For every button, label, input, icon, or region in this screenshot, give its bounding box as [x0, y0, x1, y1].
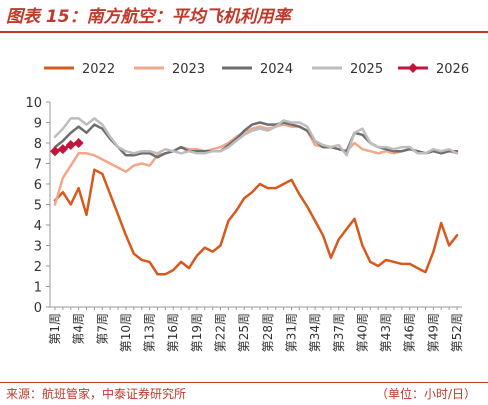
series-line-2025 — [53, 117, 459, 157]
x-tick-label: 第7周 — [95, 313, 109, 345]
legend-label-2024: 2024 — [260, 62, 293, 77]
x-tick-label: 第19周 — [190, 313, 204, 352]
series-marker-2026 — [57, 144, 68, 155]
title-divider — [0, 31, 488, 33]
y-tick-label: 4 — [34, 219, 42, 234]
legend-marker-2026 — [408, 63, 418, 73]
y-tick-label: 0 — [34, 301, 42, 316]
series-line-2024 — [53, 121, 459, 159]
footer-divider — [0, 382, 488, 383]
x-tick-label: 第43周 — [379, 313, 393, 352]
unit-note: （单位：小时/日） — [375, 387, 476, 401]
legend-label-2026: 2026 — [436, 62, 469, 77]
y-tick-label: 9 — [34, 117, 42, 132]
y-tick-label: 7 — [34, 158, 42, 173]
legend-label-2023: 2023 — [172, 62, 205, 77]
x-tick-label: 第49周 — [426, 313, 440, 352]
y-tick-label: 10 — [25, 96, 42, 111]
source-note: 来源：航班管家，中泰证券研究所 — [6, 387, 187, 401]
y-tick-label: 8 — [34, 137, 42, 152]
x-tick-label: 第37周 — [332, 313, 346, 352]
x-tick-label: 第52周 — [450, 313, 464, 352]
x-tick-label: 第46周 — [403, 313, 417, 352]
y-tick-label: 5 — [34, 199, 42, 214]
y-tick-label: 2 — [34, 260, 42, 275]
x-tick-label: 第31周 — [284, 313, 298, 352]
series-marker-2026 — [50, 146, 60, 157]
x-tick-label: 第4周 — [72, 313, 86, 345]
legend-label-2022: 2022 — [82, 62, 115, 77]
y-tick-label: 1 — [34, 281, 42, 296]
series-marker-2026 — [73, 138, 84, 148]
chart-axes: 0 1 2 3 4 5 6 7 8 9 10 第1周 第4周 第7周 第10周 第13周 第16周 第19周 第22… — [25, 96, 464, 352]
y-tick-label: 3 — [34, 240, 42, 255]
x-tick-label: 第22周 — [214, 313, 228, 352]
legend-label-2025: 2025 — [350, 62, 383, 77]
legend: 2022 2023 2024 2025 2026 — [44, 62, 469, 77]
series-line-2023 — [53, 123, 459, 206]
x-tick-label: 第25周 — [237, 313, 251, 352]
x-tick-label: 第10周 — [119, 313, 133, 352]
series-marker-2026 — [65, 140, 76, 151]
x-tick-label: 第28周 — [261, 313, 275, 352]
line-chart: 2022 2023 2024 2025 2026 012345678910第1周 第4周第… — [25, 62, 469, 352]
x-tick-label: 第16周 — [166, 313, 180, 352]
chart-series — [50, 117, 459, 276]
series-line-2022 — [53, 168, 459, 276]
x-tick-label: 第40周 — [355, 313, 369, 352]
x-tick-label: 第13周 — [143, 313, 157, 352]
x-tick-label: 第1周 — [48, 313, 62, 345]
chart-title: 图表 15：南方航空：平均飞机利用率 — [6, 7, 291, 27]
x-tick-label: 第34周 — [308, 313, 322, 352]
y-tick-label: 6 — [34, 178, 42, 193]
